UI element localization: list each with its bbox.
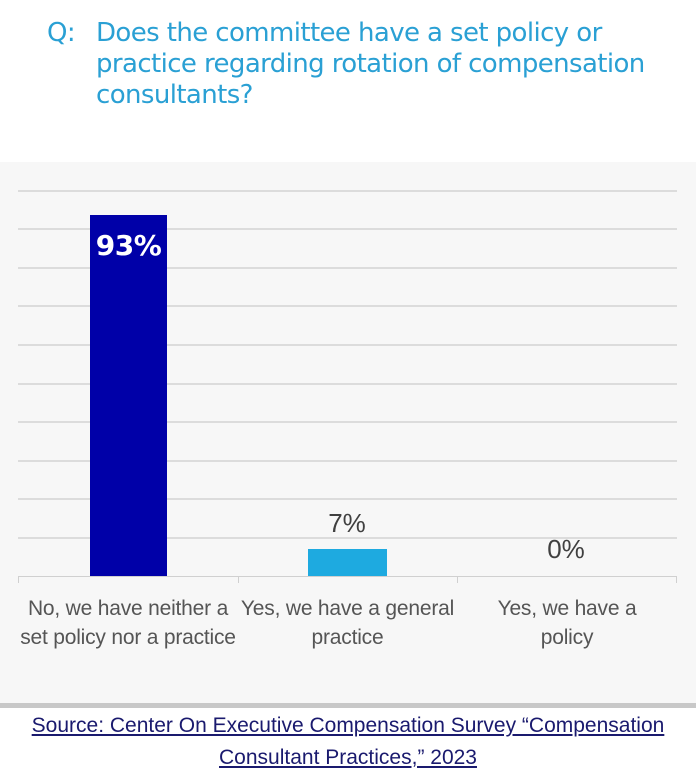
gridline-80 — [18, 267, 677, 269]
gridline-20 — [18, 498, 677, 500]
source-citation: Source: Center On Executive Compensation… — [0, 710, 696, 774]
category-label: Yes, we have a policy — [497, 597, 637, 649]
gridline-10 — [18, 537, 677, 539]
x-axis-tick — [457, 576, 458, 583]
x-axis-tick — [238, 576, 239, 583]
gridline-40 — [18, 421, 677, 423]
gridline-100 — [18, 190, 677, 192]
gridline-60 — [18, 344, 677, 346]
gridline-70 — [18, 305, 677, 307]
x-axis-tick — [18, 576, 19, 583]
x-axis — [18, 576, 677, 577]
chart-title: Q: Does the committee have a set policy … — [47, 18, 687, 111]
bar-value-label: 93% — [95, 229, 162, 262]
source-line-1: Source: Center On Executive Compensation… — [31, 714, 665, 737]
gridline-90 — [18, 228, 677, 230]
category-label: No, we have neither a set policy nor a p… — [20, 597, 236, 649]
bar-general-practice — [308, 549, 387, 576]
question-prefix: Q: — [47, 18, 76, 48]
category-label: Yes, we have a general practice — [240, 597, 455, 649]
chart-panel: 93% 7% 0% No, we have neither a set poli… — [0, 162, 696, 703]
question-text: Does the committee have a set policy or … — [96, 18, 645, 110]
gridline-50 — [18, 383, 677, 385]
bar-value-label: 0% — [547, 534, 585, 564]
bar-value-label: 7% — [328, 508, 366, 538]
divider — [0, 703, 696, 708]
bar-neither: 93% — [90, 215, 167, 576]
x-axis-tick — [676, 576, 677, 583]
gridline-30 — [18, 460, 677, 462]
source-link[interactable]: Source: Center On Executive Compensation… — [32, 714, 665, 769]
source-line-2: Consultant Practices,” 2023 — [219, 746, 477, 769]
